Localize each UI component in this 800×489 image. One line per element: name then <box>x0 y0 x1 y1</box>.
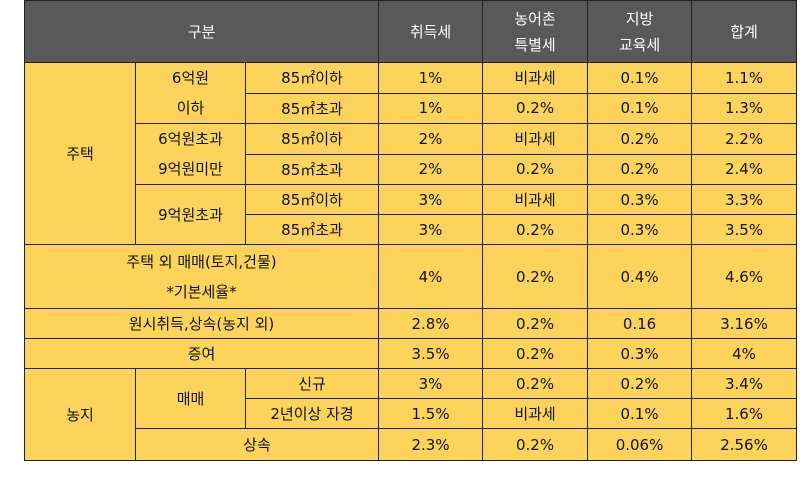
inheritance-label: 원시취득,상속(농지 외) <box>23 308 380 339</box>
total-cell: 1.6% <box>691 398 798 429</box>
rural-cell: 비과세 <box>482 184 589 215</box>
acq-cell: 2.3% <box>378 428 484 461</box>
header-rural-line2: 특별세 <box>514 35 556 54</box>
table-row: 2년이상 자경 1.5% 비과세 0.1% 1.6% <box>25 398 798 429</box>
acq-cell: 3% <box>378 368 484 399</box>
header-local-line2: 교육세 <box>618 35 661 54</box>
local-cell: 0.3% <box>587 184 693 215</box>
farmland-type-cell: 신규 <box>244 368 380 399</box>
total-cell: 3.16% <box>691 308 798 339</box>
local-cell: 0.1% <box>587 398 693 429</box>
rural-cell: 비과세 <box>482 123 589 155</box>
table-row: 9억원초과 85㎡이하 3% 비과세 0.3% 3.3% <box>25 184 798 245</box>
farmland-type-cell: 2년이상 자경 <box>244 398 380 429</box>
acq-cell: 1% <box>378 92 484 124</box>
size-cell: 85㎡이하 <box>244 184 380 215</box>
rural-cell: 0.2% <box>482 338 589 369</box>
rural-cell: 0.2% <box>482 308 589 339</box>
acq-cell: 4% <box>378 244 484 309</box>
acq-cell: 3.5% <box>378 338 484 369</box>
local-cell: 0.4% <box>587 244 693 309</box>
header-row: 구분 취득세 농어촌 특별세 지방 교육세 합계 <box>23 0 798 63</box>
header-category: 구분 <box>23 0 380 63</box>
farmland-label: 농지 <box>24 368 136 461</box>
total-cell: 2.56% <box>691 428 798 461</box>
total-cell: 4% <box>691 338 798 369</box>
acq-cell: 1% <box>378 62 484 94</box>
rural-cell: 0.2% <box>482 428 589 461</box>
table-row: 85㎡초과 2% 0.2% 0.2% 2.4% <box>25 153 798 185</box>
farmland-inherit-label: 상속 <box>134 428 380 461</box>
housing-group-2-line2: 9억원미만 <box>158 160 223 178</box>
acq-cell: 2.8% <box>378 308 484 339</box>
acq-cell: 3% <box>378 184 484 215</box>
header-local-education-tax: 지방 교육세 <box>587 0 693 63</box>
housing-group-2-line1: 6억원초과 <box>158 130 223 148</box>
rural-cell: 0.2% <box>482 368 589 399</box>
size-cell: 85㎡이하 <box>244 62 380 94</box>
rural-cell: 0.2% <box>482 153 589 185</box>
gift-label: 증여 <box>23 338 380 369</box>
table-row: 주택 6억원 이하 85㎡이하 1% 비과세 0.1% 1.1% <box>24 62 798 245</box>
rural-cell: 비과세 <box>482 398 589 429</box>
total-cell: 2.2% <box>691 123 798 155</box>
table-row: 85㎡초과 3% 0.2% 0.3% 3.5% <box>25 214 798 245</box>
header-total: 합계 <box>691 0 798 63</box>
size-cell: 85㎡이하 <box>244 123 380 155</box>
acq-cell: 2% <box>378 153 484 185</box>
total-cell: 3.4% <box>691 368 798 399</box>
local-cell: 0.3% <box>587 214 693 245</box>
header-local-line1: 지방 <box>625 9 654 28</box>
table-row: 원시취득,상속(농지 외) 2.8% 0.2% 0.16 3.16% <box>23 308 798 339</box>
table-row: 농지 매매 신규 3% 0.2% 0.2% 3.4% <box>24 368 798 461</box>
rural-cell: 0.2% <box>482 244 589 309</box>
total-cell: 3.5% <box>691 214 798 245</box>
local-cell: 0.06% <box>587 428 693 461</box>
housing-label: 주택 <box>24 62 136 245</box>
farmland-trade-label: 매매 <box>135 368 246 429</box>
header-acquisition-tax: 취득세 <box>378 0 484 63</box>
table-row: 주택 외 매매(토지,건물) *기본세율* 4% 0.2% 0.4% 4.6% <box>23 244 798 309</box>
housing-group-1: 6억원 이하 <box>135 62 246 124</box>
header-rural-line1: 농어촌 <box>514 9 556 28</box>
other-trade-line1: 주택 외 매매(토지,건물) <box>126 252 277 271</box>
housing-group-1-line2: 이하 <box>176 99 205 117</box>
local-cell: 0.3% <box>587 338 693 369</box>
local-cell: 0.2% <box>587 153 693 185</box>
table-row: 6억원초과 9억원미만 85㎡이하 2% 비과세 0.2% 2.2% <box>25 123 798 185</box>
acq-cell: 2% <box>378 123 484 155</box>
other-trade-line2: *기본세율* <box>166 282 237 301</box>
local-cell: 0.1% <box>587 62 693 94</box>
housing-group-1-line1: 6억원 <box>171 69 210 87</box>
acq-cell: 1.5% <box>378 398 484 429</box>
size-cell: 85㎡초과 <box>244 92 380 124</box>
rural-cell: 0.2% <box>482 214 589 245</box>
rural-cell: 비과세 <box>482 62 589 94</box>
total-cell: 2.4% <box>691 153 798 185</box>
local-cell: 0.2% <box>587 368 693 399</box>
table-row: 증여 3.5% 0.2% 0.3% 4% <box>23 338 798 369</box>
total-cell: 1.1% <box>691 62 798 94</box>
local-cell: 0.16 <box>587 308 693 339</box>
table-row: 85㎡초과 1% 0.2% 0.1% 1.3% <box>25 92 798 124</box>
other-trade-label: 주택 외 매매(토지,건물) *기본세율* <box>23 244 380 309</box>
acq-cell: 3% <box>378 214 484 245</box>
local-cell: 0.1% <box>587 92 693 124</box>
table-row: 상속 2.3% 0.2% 0.06% 2.56% <box>25 428 798 461</box>
header-rural-special-tax: 농어촌 특별세 <box>482 0 589 63</box>
rural-cell: 0.2% <box>482 92 589 124</box>
total-cell: 1.3% <box>691 92 798 124</box>
total-cell: 3.3% <box>691 184 798 215</box>
housing-group-2: 6억원초과 9억원미만 <box>135 123 246 185</box>
housing-group-3: 9억원초과 <box>135 184 246 245</box>
total-cell: 4.6% <box>691 244 798 309</box>
size-cell: 85㎡초과 <box>244 214 380 245</box>
size-cell: 85㎡초과 <box>244 153 380 185</box>
tax-rate-table: 구분 취득세 농어촌 특별세 지방 교육세 합계 주택 6억원 이하 85㎡이하… <box>23 0 798 461</box>
local-cell: 0.2% <box>587 123 693 155</box>
